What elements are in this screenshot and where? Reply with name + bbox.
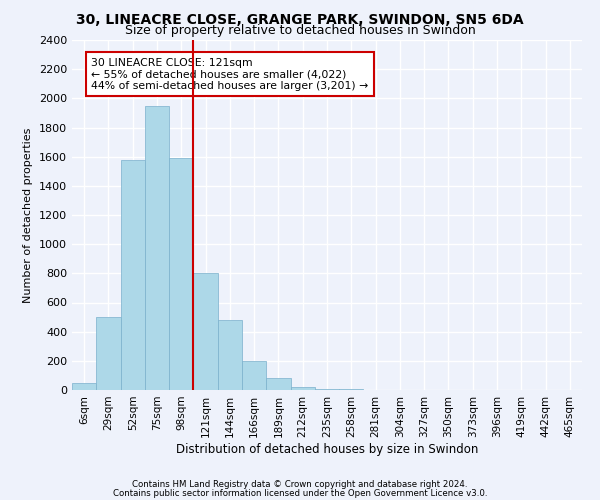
Bar [96, 317, 121, 390]
Bar [169, 158, 193, 390]
Bar [315, 388, 339, 390]
Text: Contains HM Land Registry data © Crown copyright and database right 2024.: Contains HM Land Registry data © Crown c… [132, 480, 468, 489]
Bar [290, 387, 315, 390]
Bar [266, 378, 290, 390]
Text: 30, LINEACRE CLOSE, GRANGE PARK, SWINDON, SN5 6DA: 30, LINEACRE CLOSE, GRANGE PARK, SWINDON… [76, 12, 524, 26]
Bar [145, 106, 169, 390]
Bar [121, 160, 145, 390]
Text: Contains public sector information licensed under the Open Government Licence v3: Contains public sector information licen… [113, 488, 487, 498]
Bar [72, 382, 96, 390]
X-axis label: Distribution of detached houses by size in Swindon: Distribution of detached houses by size … [176, 442, 478, 456]
Bar [193, 274, 218, 390]
Text: Size of property relative to detached houses in Swindon: Size of property relative to detached ho… [125, 24, 475, 37]
Bar [218, 320, 242, 390]
Y-axis label: Number of detached properties: Number of detached properties [23, 128, 34, 302]
Text: 30 LINEACRE CLOSE: 121sqm
← 55% of detached houses are smaller (4,022)
44% of se: 30 LINEACRE CLOSE: 121sqm ← 55% of detac… [91, 58, 368, 90]
Bar [242, 361, 266, 390]
